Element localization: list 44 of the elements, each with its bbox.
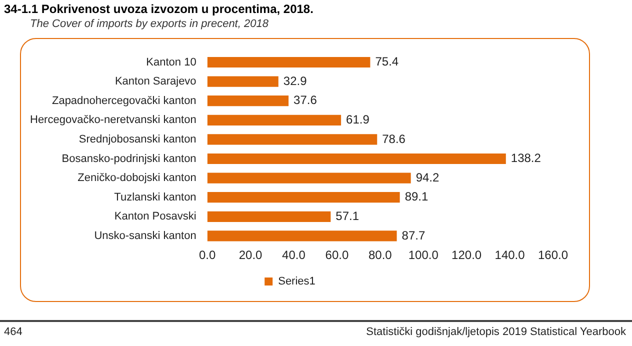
data-label: 75.4 (375, 54, 399, 69)
bar (207, 230, 397, 242)
bar (207, 172, 411, 184)
y-tick-label: Kanton Posavski (114, 210, 196, 223)
x-tick-label: 100.0 (408, 248, 439, 262)
y-tick-label: Zapadnohercegovački kanton (52, 94, 196, 107)
x-tick-label: 60.0 (325, 248, 349, 262)
y-tick-label: Srednjobosanski kanton (78, 133, 196, 146)
y-tick-label: Kanton Sarajevo (114, 76, 196, 88)
bar (207, 114, 342, 126)
data-label: 94.2 (416, 170, 440, 184)
data-label: 61.9 (346, 112, 370, 126)
bar (207, 211, 331, 222)
chart-title: 34-1.1 Pokrivenost uvoza izvozom u procentima, 2018. (4, 2, 314, 16)
x-tick-label: 40.0 (282, 248, 306, 262)
data-label: 37.6 (294, 93, 318, 108)
x-tick-label: 120.0 (452, 248, 482, 262)
data-label: 87.7 (402, 228, 426, 242)
data-label: 57.1 (336, 208, 360, 223)
x-tick-label: 0.0 (198, 248, 216, 262)
bar (207, 76, 278, 87)
x-tick-label: 140.0 (494, 248, 526, 262)
bar (207, 56, 370, 68)
y-tick-label: Tuzlanski kanton (114, 191, 196, 204)
data-label: 78.6 (382, 132, 406, 146)
bar (207, 96, 289, 106)
bar (207, 134, 378, 145)
y-tick-label: Zeničko-dobojski kanton (78, 172, 196, 184)
chart-subtitle: The Cover of imports by exports in precent, 2018 (30, 18, 268, 30)
data-label: 89.1 (404, 190, 428, 204)
x-tick-label: 80.0 (368, 248, 392, 262)
text: 464 (4, 326, 22, 338)
legend-label: Series1 (278, 276, 316, 288)
x-tick-label: 20.0 (238, 248, 263, 262)
x-tick-label: 160.0 (538, 248, 568, 262)
data-label: 138.2 (510, 151, 542, 166)
text: Statistički godišnjak/ljetopis 2019 Statistical Yearbook (366, 326, 626, 338)
bar (207, 153, 506, 164)
y-tick-label: Bosansko-podrinjski kanton (62, 152, 196, 165)
y-tick-label: Hercegovačko-neretvanski kanton (30, 114, 196, 126)
y-tick-label: Kanton 10 (146, 56, 196, 68)
bar (207, 192, 400, 203)
data-label: 32.9 (283, 74, 308, 88)
y-tick-label: Unsko-sanski kanton (94, 230, 196, 242)
